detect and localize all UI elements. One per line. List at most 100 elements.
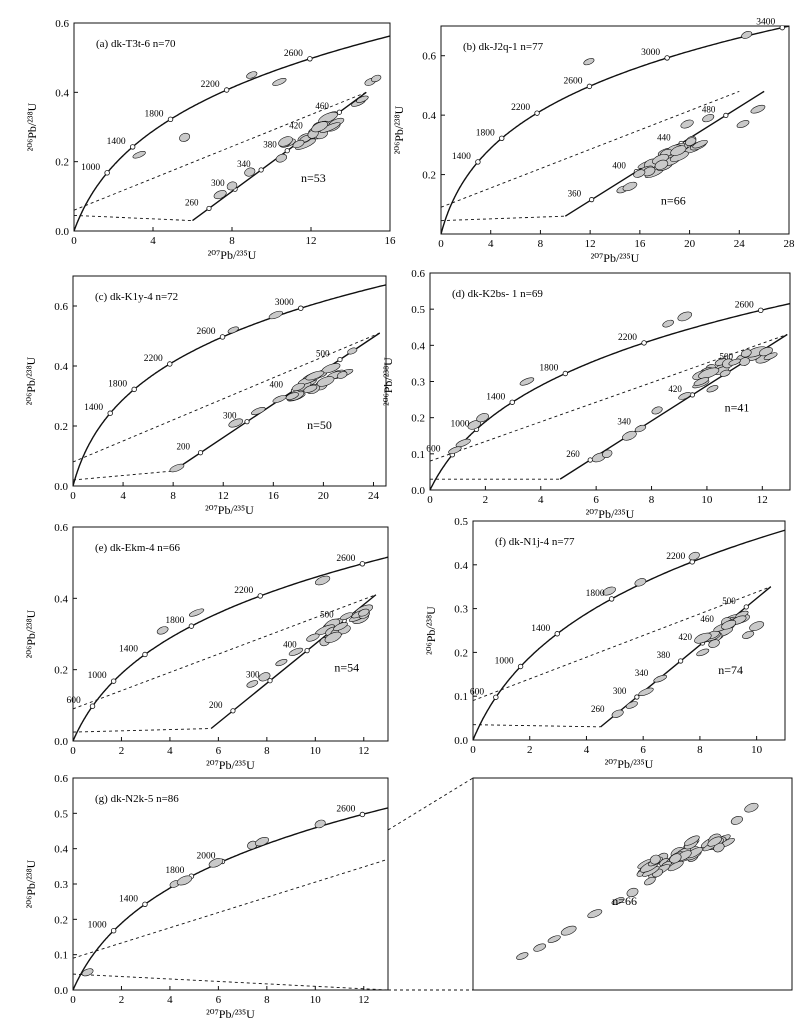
y-tick-label: 0.2	[54, 914, 68, 926]
y-tick-label: 0.6	[54, 301, 68, 313]
grain-ellipse	[587, 909, 603, 919]
x-tick-label: 4	[488, 238, 494, 250]
age-label: 1400	[486, 392, 505, 402]
panel-title: (f) dk-N1j-4 n=77	[495, 536, 575, 548]
lower-intercept-line	[73, 470, 174, 481]
y-tick-label: 0.2	[411, 413, 425, 425]
plot-area	[430, 302, 790, 490]
age-label: 2600	[336, 554, 355, 564]
age-marker	[110, 928, 117, 934]
grain-ellipse	[626, 887, 639, 898]
grain-ellipse	[744, 802, 759, 813]
plot-area	[73, 807, 388, 990]
age-label: 420	[289, 120, 303, 130]
age-label: 460	[315, 101, 329, 111]
panel-title: (b) dk-J2q-1 n=77	[463, 41, 544, 53]
age-marker	[107, 410, 113, 416]
grain-ellipse	[371, 74, 382, 83]
grain-ellipse	[749, 621, 765, 632]
grain-ellipse	[356, 95, 369, 103]
grain-ellipse	[333, 622, 348, 631]
age-marker	[267, 678, 273, 684]
grain-ellipse	[519, 377, 535, 386]
plot-frame	[440, 25, 790, 235]
grain-ellipse	[736, 120, 750, 129]
age-marker	[258, 167, 264, 173]
age-marker	[219, 334, 226, 340]
grain-ellipse	[677, 311, 693, 322]
age-marker	[359, 561, 366, 567]
x-tick-label: 0	[438, 238, 444, 250]
grain-ellipse	[311, 121, 329, 133]
y-tick-label: 0.2	[54, 665, 68, 677]
y-axis-title: ²⁰⁶Pb/²³⁸U	[24, 356, 38, 405]
grain-ellipse	[651, 406, 663, 415]
concordia-curve	[73, 556, 388, 741]
panel-title: (d) dk-K2bs- 1 n=69	[452, 288, 543, 300]
y-tick-label: 0.4	[54, 593, 68, 605]
grain-ellipse	[291, 382, 305, 392]
x-tick-label: 8	[697, 744, 703, 756]
grain-ellipse	[347, 347, 358, 355]
age-marker	[493, 694, 499, 700]
grain-ellipse	[740, 349, 752, 358]
panel-title: (c) dk-K1y-4 n=72	[95, 291, 178, 303]
grain-ellipse	[634, 424, 647, 433]
age-label: 2200	[511, 103, 530, 113]
x-tick-label: 16	[268, 490, 280, 502]
panel-f: 2603003403804204605006001000140018002200…	[424, 516, 786, 771]
panel-a: 260 300 340 380 420 460 1000 1400 1800 2200 2600 0 4…	[25, 18, 397, 262]
grain-ellipse	[314, 819, 326, 829]
grain-ellipse	[684, 835, 700, 846]
age-label: 2200	[144, 354, 163, 364]
x-tick-label: 8	[538, 238, 544, 250]
age-label: 460	[700, 614, 714, 624]
grain-ellipse	[662, 319, 674, 328]
n-count-label: n=41	[725, 400, 750, 414]
grain-ellipse	[654, 159, 669, 170]
y-tick-label: 0.6	[54, 773, 68, 785]
panel-c: 200 300 400 500 1400 1800 2200 2600 3000 0 4 8 12 16 2…	[24, 275, 387, 517]
x-tick-label: 8	[170, 490, 176, 502]
age-label: 1400	[119, 894, 138, 904]
y-tick-label: 0.4	[454, 560, 468, 572]
age-label: 500	[720, 351, 734, 361]
age-marker	[562, 370, 569, 377]
grain-ellipse	[268, 310, 283, 320]
x-tick-label: 8	[264, 745, 270, 757]
grain-ellipse	[246, 680, 259, 688]
age-marker	[284, 148, 290, 154]
grain-ellipse	[275, 658, 288, 667]
grain-ellipse	[319, 122, 341, 133]
grain-ellipse	[694, 632, 712, 644]
y-tick-label: 0.4	[411, 340, 425, 352]
age-label: 440	[657, 132, 671, 142]
grain-ellipse	[340, 612, 354, 621]
age-marker	[257, 593, 263, 599]
age-marker	[167, 116, 174, 123]
grain-ellipse	[692, 139, 708, 149]
y-tick-label: 0.2	[55, 157, 69, 169]
grain-ellipse	[448, 446, 462, 455]
age-label: 600	[426, 445, 441, 455]
grain-ellipse	[246, 71, 258, 79]
age-label: 200	[177, 442, 191, 452]
panel-g: 1000 1400 1800 2000 2600 0 2 4 6 8 10 12 0.0 0.1 0.2 0.…	[24, 773, 389, 1021]
grain-ellipse	[176, 875, 193, 886]
panel-title: (g) dk-N2k-5 n=86	[95, 793, 179, 805]
age-label: 1000	[450, 419, 469, 429]
age-marker	[142, 901, 148, 907]
grain-ellipse	[721, 620, 737, 630]
grain-ellipse	[719, 369, 731, 377]
x-tick-label: 16	[385, 235, 397, 247]
x-tick-label: 24	[734, 238, 746, 250]
age-label: 1800	[476, 128, 495, 138]
age-label: 1400	[84, 403, 103, 413]
age-marker	[689, 559, 695, 565]
age-marker	[723, 112, 729, 118]
grain-ellipse	[750, 104, 766, 114]
concordia-curve	[73, 284, 386, 486]
grain-ellipse	[179, 132, 191, 142]
age-marker	[586, 83, 593, 90]
age-label: 2200	[201, 80, 220, 90]
